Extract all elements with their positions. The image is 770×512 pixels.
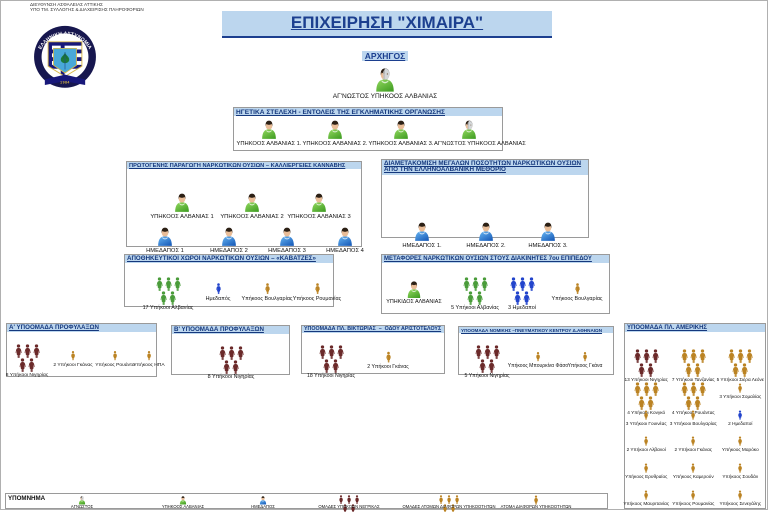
svg-text:1984: 1984 — [60, 81, 70, 85]
